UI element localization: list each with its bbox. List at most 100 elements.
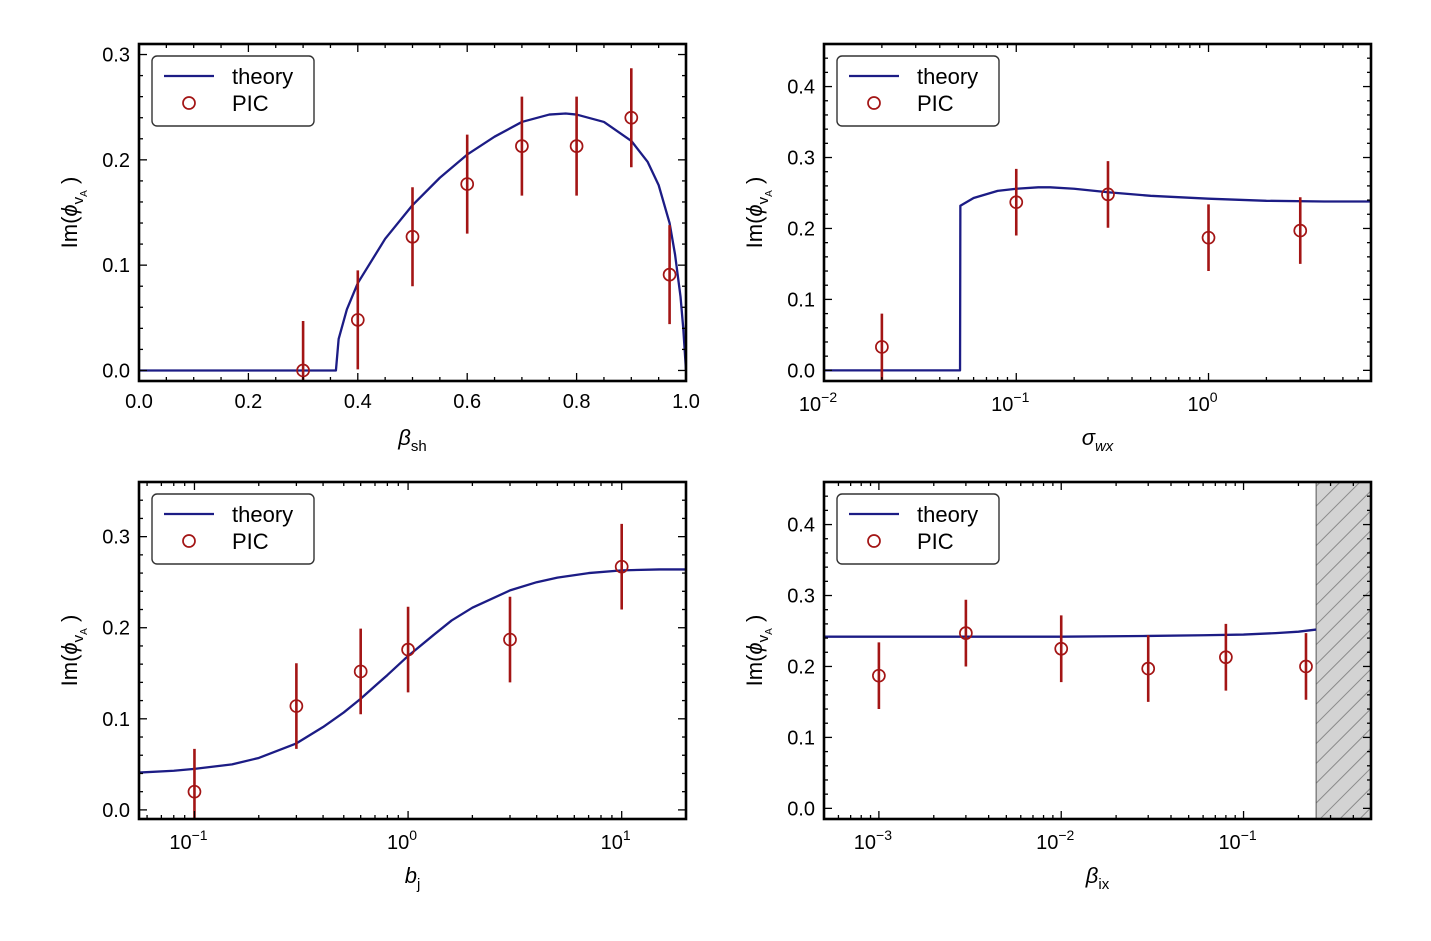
- pic-point: [614, 559, 629, 574]
- x-tick-label-exponent: 1: [623, 827, 631, 843]
- y-axis-label-prefix: Im(: [57, 216, 82, 248]
- x-tick-label-exponent: 0: [409, 827, 417, 843]
- pic-point: [289, 699, 304, 713]
- axes-frame: [822, 42, 1373, 383]
- y-tick-label: 0.0: [787, 798, 815, 820]
- pic-point: [1293, 223, 1308, 238]
- x-tick-label-exponent: −3: [876, 827, 892, 843]
- x-axis-subscript: ix: [1098, 876, 1109, 893]
- pic-point: [515, 139, 529, 154]
- x-tick-label-base: 10: [601, 832, 623, 854]
- x-tick-label: 10−2: [1036, 827, 1074, 854]
- legend-pic-label: PIC: [917, 529, 954, 554]
- plot-area: [139, 68, 686, 381]
- pic-point: [1009, 195, 1024, 210]
- y-tick-label: 0.1: [102, 709, 130, 731]
- x-axis-subscript: j: [416, 876, 420, 893]
- y-tick-label: 0.3: [787, 586, 815, 608]
- plot-area: [824, 161, 1371, 381]
- pic-point: [1141, 661, 1156, 676]
- x-tick-label-base: 10: [169, 832, 191, 854]
- legend-pic-label: PIC: [232, 91, 269, 116]
- legend-pic-swatch: [867, 96, 881, 110]
- pic-point: [872, 668, 886, 683]
- plot-area: [824, 482, 1371, 819]
- pic-point: [405, 229, 420, 244]
- x-tick-label-base: 10: [991, 394, 1013, 416]
- y-axis-label-prefix: Im(: [742, 216, 767, 248]
- y-tick-label: 0.3: [787, 148, 815, 170]
- x-tick-label: 100: [1187, 389, 1217, 416]
- x-tick-label: 10−2: [799, 389, 837, 416]
- pic-point: [1219, 650, 1233, 665]
- y-tick-label: 0.0: [102, 800, 130, 822]
- x-tick-label-exponent: −2: [1058, 827, 1074, 843]
- pic-point: [875, 340, 889, 354]
- x-axis-label: σwx: [1082, 425, 1114, 455]
- x-axis-label: βix: [1085, 863, 1110, 893]
- pic-point: [187, 784, 202, 799]
- y-axis-label-prefix: Im(: [57, 654, 82, 686]
- x-tick-label: 0.2: [234, 391, 262, 413]
- x-tick-label: 0.4: [344, 391, 372, 413]
- legend-theory-label: theory: [232, 64, 293, 89]
- y-axis-symbol: ϕ: [57, 642, 82, 654]
- legend-pic-swatch: [867, 534, 881, 548]
- legend-theory-label: theory: [917, 64, 978, 89]
- x-tick-label: 10−1: [991, 389, 1029, 416]
- pic-point: [624, 110, 639, 125]
- x-tick-label-base: 10: [387, 832, 409, 854]
- y-tick-label: 0.1: [787, 289, 815, 311]
- x-axis-label: βsh: [397, 425, 426, 455]
- x-tick-label-base: 10: [799, 394, 821, 416]
- pic-point: [1299, 659, 1313, 674]
- pic-point: [569, 139, 584, 154]
- y-axis-label-suffix: ): [742, 615, 767, 628]
- legend-pic-label: PIC: [917, 91, 954, 116]
- y-axis-label: Im(ϕvA ): [742, 615, 775, 687]
- y-axis-label-suffix: ): [57, 177, 82, 190]
- x-tick-label-exponent: 0: [1210, 389, 1218, 405]
- x-tick-label: 101: [601, 827, 631, 854]
- pic-point: [503, 632, 517, 647]
- axes-frame: [137, 42, 688, 383]
- pic-point: [662, 267, 677, 282]
- x-axis-symbol: β: [1085, 863, 1099, 888]
- y-axis-label-suffix: ): [57, 615, 82, 628]
- y-axis-symbol: ϕ: [742, 204, 767, 216]
- y-tick-label: 0.2: [102, 150, 130, 172]
- x-axis-subscript: sh: [411, 438, 427, 455]
- x-tick-label-exponent: −1: [1241, 827, 1257, 843]
- x-tick-label: 10−1: [169, 827, 207, 854]
- x-tick-label: 0.6: [453, 391, 481, 413]
- invalid-region-hatch: [1316, 482, 1371, 819]
- y-axis-subscript: v: [70, 196, 87, 204]
- pic-point: [959, 626, 973, 640]
- theory-curve: [824, 186, 1371, 372]
- x-tick-label-exponent: −2: [821, 389, 837, 405]
- pic-point: [296, 363, 310, 378]
- pic-point: [350, 313, 365, 327]
- y-tick-label: 0.4: [787, 515, 815, 537]
- y-axis-subsubscript: A: [79, 628, 90, 635]
- pic-point: [401, 642, 415, 657]
- panel-a: 0.0 0.2 0.4 0.6 0.8 1.0 0.0 0.1 0.2 0.3 βsh Im(ϕvA …: [57, 42, 700, 455]
- x-tick-label-base: 10: [1187, 394, 1209, 416]
- y-axis-label: Im(ϕvA ): [742, 177, 775, 249]
- legend-theory-label: theory: [232, 502, 293, 527]
- x-axis-label: bj: [405, 863, 421, 893]
- legend-pic-swatch: [182, 96, 196, 110]
- theory-curve: [139, 112, 686, 372]
- x-tick-label: 10−3: [854, 827, 892, 854]
- x-tick-label: 0.8: [563, 391, 591, 413]
- x-axis-subscript: wx: [1095, 438, 1114, 455]
- y-tick-label: 0.2: [787, 656, 815, 678]
- y-tick-label: 0.2: [787, 218, 815, 240]
- x-axis-symbol: β: [397, 425, 411, 450]
- x-axis-symbol: σ: [1082, 425, 1096, 450]
- y-tick-label: 0.0: [787, 360, 815, 382]
- x-tick-label: 0.0: [125, 391, 153, 413]
